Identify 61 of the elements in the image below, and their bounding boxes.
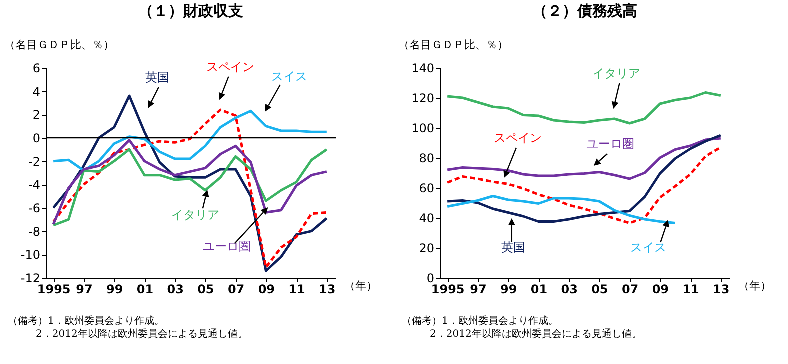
y-tick-label: 80 [419,152,434,166]
y-tick-label: -12 [20,272,40,286]
text: スペイン [494,131,542,145]
y-tick-label: -10 [20,248,40,262]
x-tick-label: 97 [470,282,487,296]
text: スイス [271,69,308,84]
series-label: イタリア [171,208,220,222]
y-tick-label: 40 [419,212,434,226]
y-axis-title: （名目ＧＤＰ比、％） [398,38,508,52]
x-tick-label: 07 [228,282,245,296]
x-tick-label: 11 [682,282,700,296]
line-series [446,195,677,224]
text: （備考）1．欧州委員会より作成。 [8,315,166,328]
y-axis-title: （名目ＧＤＰ比、％） [4,38,114,52]
x-axis-title: （年） [344,280,378,292]
y-tick-label: 120 [412,92,434,106]
line-series [446,92,722,125]
y-tick-label: -8 [28,224,40,239]
x-tick-label: 1995 [431,282,465,296]
x-tick-label: 03 [561,282,578,296]
text: 2．2012年以降は欧州委員会による見通し値。 [429,328,643,341]
series-label: ユーロ圏 [586,137,635,151]
series-label: 英国 [501,240,526,254]
x-tick-label: 13 [713,282,730,296]
y-tick-label: 0 [426,272,434,286]
x-tick-label: 09 [652,282,670,296]
text: イタリア [592,66,641,80]
text: 2．2012年以降は欧州委員会による見通し値。 [35,328,249,341]
y-tick-label: 6 [32,62,40,76]
series-label: 英国 [145,70,170,84]
y-tick-label: -6 [28,202,40,216]
x-tick-label: 09 [258,282,276,296]
x-tick-label: 05 [592,282,608,296]
x-tick-label: 13 [319,282,336,296]
y-tick-label: 20 [419,242,434,256]
text: ユーロ圏 [203,240,252,254]
x-axis-title: （年） [738,280,772,292]
y-tick-label: 100 [412,122,434,136]
x-tick-label: 97 [76,282,93,296]
x-tick-label: 01 [136,282,154,296]
text: （備考）1．欧州委員会より作成。 [402,315,560,328]
y-tick-label: 140 [412,62,434,76]
x-tick-label: 01 [530,282,548,296]
chart-title: （１）財政収支 [138,2,244,20]
chart-title: （２）債務残高 [532,2,638,20]
line-series [52,110,328,172]
y-tick-label: -2 [28,154,40,169]
series-label: スイス [630,240,667,254]
y-tick-label: 2 [32,108,40,122]
x-tick-label: 99 [106,282,124,296]
y-tick-label: 60 [419,182,434,196]
x-tick-label: 07 [622,282,639,296]
text: スペイン [206,60,254,74]
x-tick-label: 11 [288,282,306,296]
x-tick-label: 1995 [37,282,71,296]
x-tick-label: 99 [500,282,518,296]
y-tick-label: 4 [32,84,40,99]
x-tick-label: 03 [167,282,184,296]
x-tick-label: 05 [198,282,214,296]
y-tick-label: -4 [28,178,40,192]
y-tick-label: 0 [32,132,40,146]
